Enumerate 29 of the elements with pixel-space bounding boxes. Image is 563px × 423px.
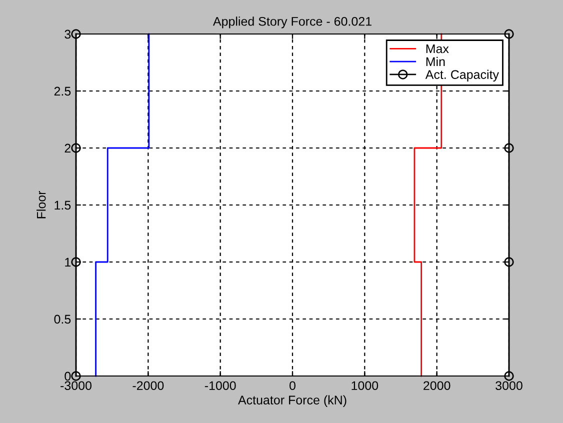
point xyxy=(71,143,81,153)
x-tick-label: -3000 xyxy=(60,381,92,390)
x-tick-label: 1000 xyxy=(352,381,378,390)
legend-label: Act. Capacity xyxy=(425,70,499,82)
y-tick-label: 2 xyxy=(64,144,71,153)
point xyxy=(504,29,514,39)
y-tick-label: 0.5 xyxy=(54,314,71,324)
x-tick-label: 2000 xyxy=(424,381,450,390)
point xyxy=(504,143,514,153)
line-series xyxy=(95,33,150,377)
y-tick-label: 1.5 xyxy=(54,200,71,210)
chart-title: Applied Story Force - 60.021 xyxy=(212,16,372,28)
point xyxy=(504,371,514,381)
y-tick-label: 0 xyxy=(64,372,71,381)
x-tick-label: 0 xyxy=(290,381,296,390)
point xyxy=(71,257,81,267)
x-axis-title: Actuator Force (kN) xyxy=(238,395,346,407)
x-tick-label: -2000 xyxy=(132,381,164,390)
point xyxy=(71,29,81,39)
y-tick-label: 2.5 xyxy=(54,86,71,96)
legend-label: Max xyxy=(426,44,449,54)
y-tick-label: 3 xyxy=(64,30,71,39)
x-tick-label: 3000 xyxy=(496,381,522,390)
point xyxy=(504,257,514,267)
y-tick-label: 1 xyxy=(65,258,71,267)
legend-label: Min xyxy=(426,56,445,66)
y-axis-title: Floor xyxy=(36,190,46,218)
x-tick-label: -1000 xyxy=(204,381,236,390)
point xyxy=(71,371,81,381)
